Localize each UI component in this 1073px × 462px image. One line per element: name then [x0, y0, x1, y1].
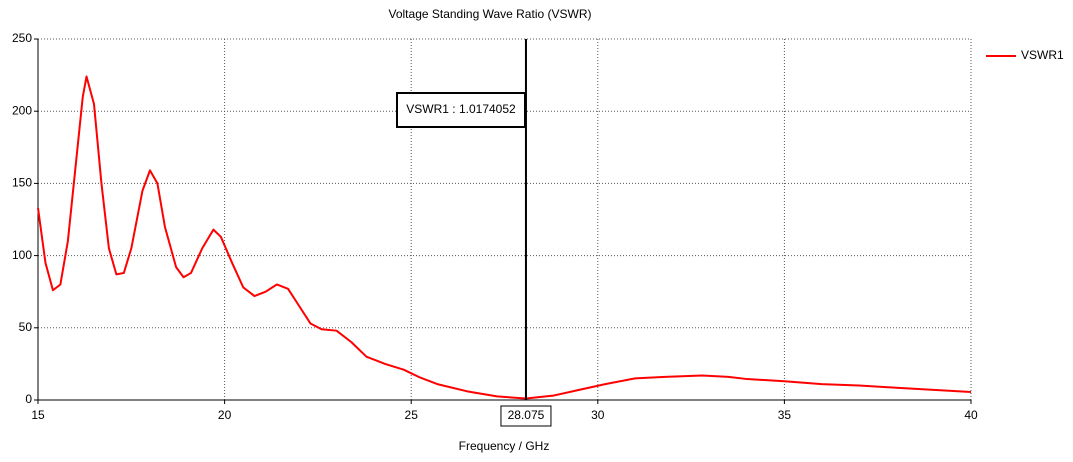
data-line — [37, 75, 972, 400]
legend-label: VSWR1 — [1021, 48, 1064, 62]
marker-annotation-box — [396, 92, 526, 128]
y-tick-label: 100 — [12, 248, 32, 262]
y-tick-label: 0 — [25, 392, 32, 406]
chart-title: Voltage Standing Wave Ratio (VSWR) — [389, 7, 592, 21]
x-tick-label: 25 — [405, 408, 419, 422]
y-tick-label: 250 — [12, 31, 32, 45]
x-axis-label: Frequency / GHz — [459, 439, 550, 453]
x-tick-label: 20 — [218, 408, 232, 422]
marker-annotation: VSWR1 : 1.0174052 — [406, 102, 516, 116]
y-tick-label: 150 — [12, 176, 32, 190]
x-tick-label: 40 — [964, 408, 978, 422]
x-tick-label: 35 — [778, 408, 792, 422]
marker-label-box — [500, 405, 552, 427]
marker-label: 28.075 — [508, 408, 545, 422]
x-tick-label: 15 — [31, 408, 45, 422]
x-tick-label: 30 — [591, 408, 605, 422]
y-tick-label: 50 — [19, 320, 33, 334]
y-tick-label: 200 — [12, 103, 32, 117]
